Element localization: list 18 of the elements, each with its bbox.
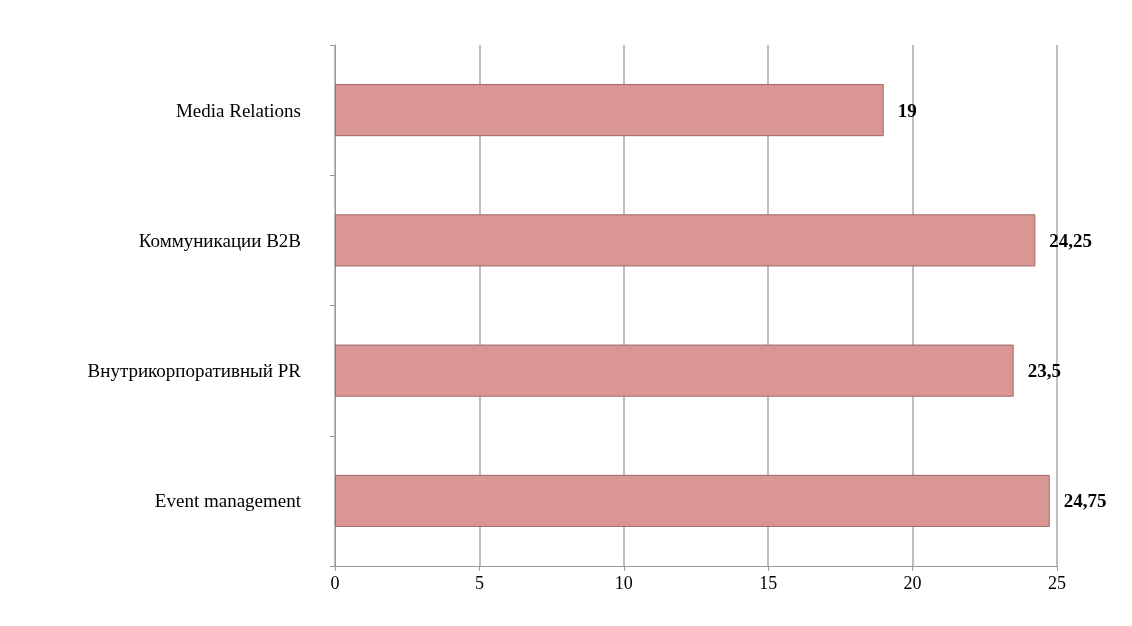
x-tick-label: 5: [474, 573, 484, 593]
x-tick-label: 25: [1048, 573, 1066, 593]
bar: [335, 214, 1036, 267]
y-tick-label: Коммуникации B2B: [138, 229, 301, 251]
x-tick-label: 15: [759, 573, 778, 593]
data-label: 23,5: [1027, 360, 1061, 382]
y-tick-label: Event management: [154, 490, 302, 512]
data-label: 24,75: [1063, 490, 1107, 512]
x-tick-label: 10: [614, 573, 633, 593]
y-tick-label: Внутрикорпоративный PR: [87, 360, 302, 382]
x-tick-label: 0: [330, 573, 340, 593]
data-label: 19: [897, 99, 917, 121]
x-tick-label: 20: [903, 573, 922, 593]
bar: [335, 474, 1050, 527]
bar: [335, 84, 884, 137]
data-label: 24,25: [1049, 229, 1093, 251]
y-tick-label: Media Relations: [175, 99, 301, 121]
bar: [335, 344, 1014, 397]
